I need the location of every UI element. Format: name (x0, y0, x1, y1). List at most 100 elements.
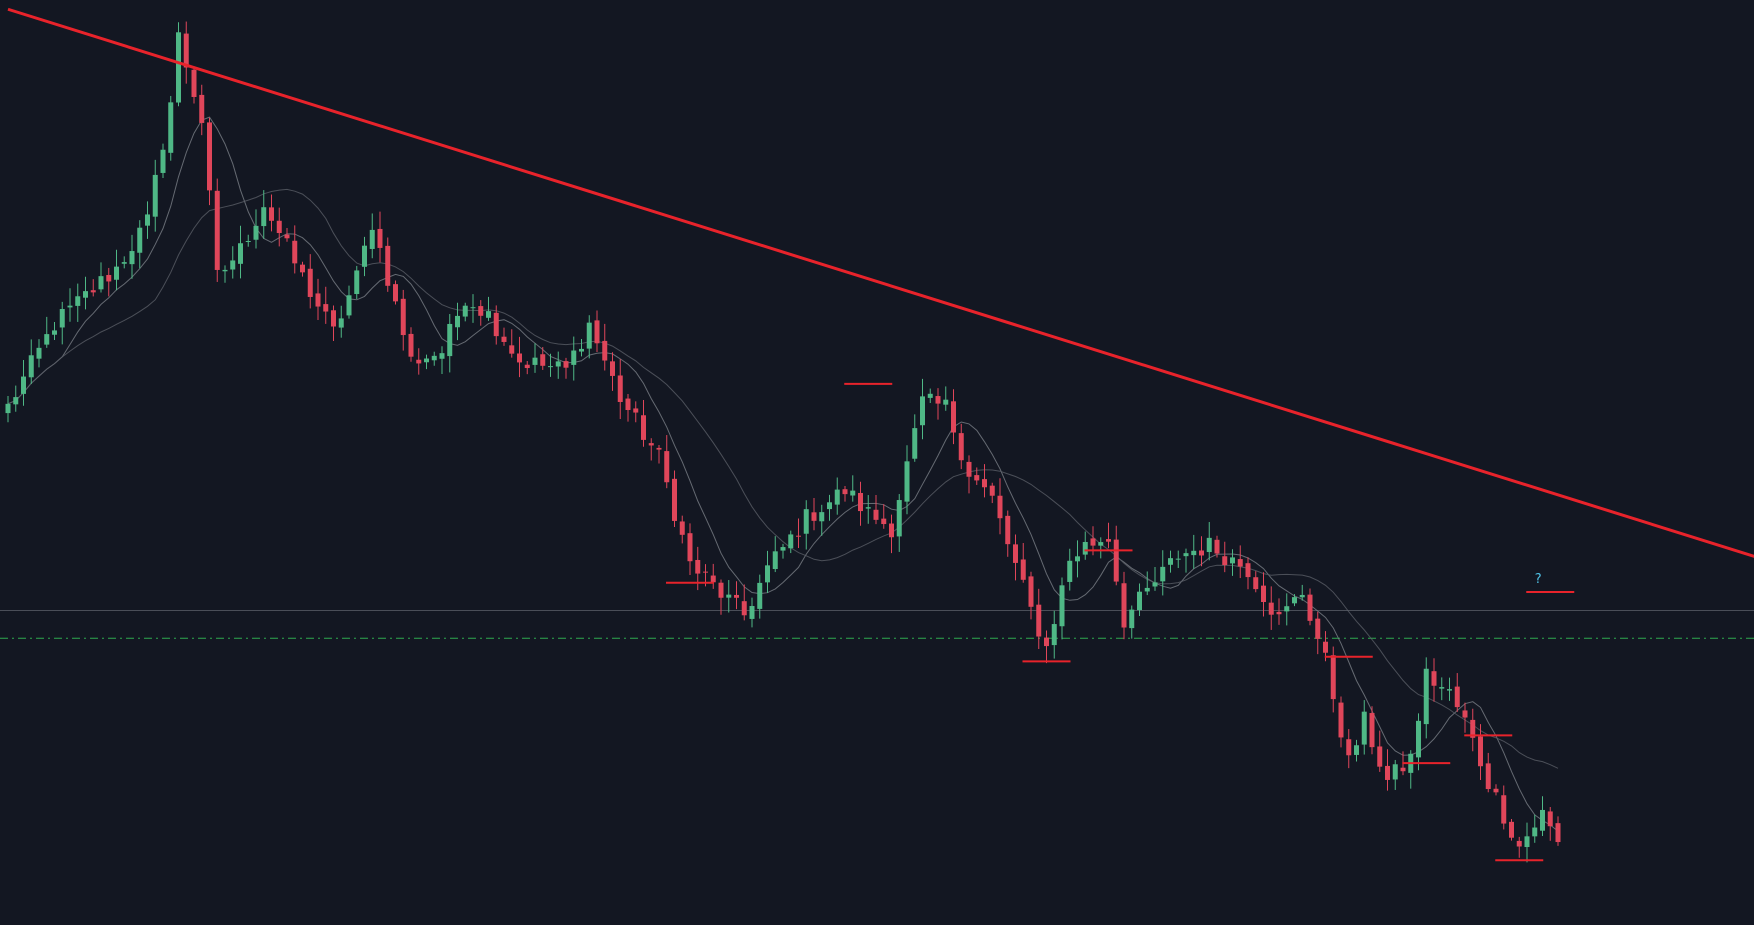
candle (532, 343, 538, 373)
candle (1106, 522, 1111, 549)
candle-body (509, 345, 515, 354)
candle-body (369, 229, 375, 249)
candle (641, 400, 646, 447)
candle-body (5, 403, 11, 414)
candle-body (338, 318, 344, 328)
candle (276, 207, 282, 247)
candle-body (1268, 602, 1274, 615)
candle (811, 498, 817, 531)
candle (1299, 584, 1305, 601)
candle-body (1462, 710, 1468, 718)
candle (493, 305, 499, 345)
candle (610, 352, 615, 391)
candle-body (292, 240, 298, 264)
candle-body (323, 304, 329, 312)
candle-body (834, 489, 840, 505)
candle-body (718, 582, 724, 598)
candle (245, 234, 251, 247)
candle-body (648, 443, 654, 446)
candle-body (424, 358, 429, 363)
candle-body (121, 262, 127, 264)
candle (1524, 822, 1530, 863)
candle (67, 288, 73, 322)
candle (1547, 807, 1553, 841)
candle-body (431, 355, 437, 361)
candle-body (842, 489, 848, 495)
candle (307, 254, 313, 309)
candle-body (974, 475, 980, 481)
candle (765, 550, 770, 594)
candle (369, 213, 375, 259)
candle (966, 455, 972, 494)
candle-body (284, 234, 290, 239)
candle-body (865, 507, 871, 509)
swing-markers-layer (666, 382, 1575, 862)
candle-body (1121, 583, 1127, 628)
candle (1493, 784, 1499, 796)
candle-body (222, 269, 228, 272)
candle (1346, 729, 1352, 769)
candle (400, 289, 406, 351)
candle (1098, 537, 1104, 559)
candle-body (478, 306, 484, 316)
candle (284, 227, 290, 242)
candle-body (617, 375, 623, 402)
candle (1144, 571, 1150, 596)
candle (168, 95, 174, 161)
candle (1082, 531, 1088, 560)
candle-body (1152, 582, 1158, 587)
candle (106, 267, 112, 297)
candle (563, 357, 569, 379)
candle-body (1377, 746, 1383, 767)
candle-body (160, 149, 166, 173)
candle (648, 438, 654, 461)
candle (230, 246, 236, 279)
candle (183, 21, 189, 84)
candle (710, 563, 716, 589)
candle-body (362, 245, 367, 267)
candle (59, 301, 65, 345)
candle-body (331, 310, 336, 327)
candle-body (1385, 765, 1390, 780)
candle (300, 261, 305, 277)
candle-body (982, 479, 987, 488)
candle (1044, 630, 1049, 664)
candle-body (625, 398, 631, 411)
candle (1509, 819, 1514, 841)
candle-body (1323, 641, 1328, 653)
candle-body (501, 336, 507, 342)
candle (1431, 658, 1437, 702)
candle (447, 314, 453, 373)
candle-body (129, 251, 135, 265)
candle (555, 351, 561, 379)
candle-body (486, 311, 491, 318)
candle-body (114, 266, 119, 280)
candle (152, 159, 158, 232)
downtrend-line (7, 7, 1754, 558)
candle-body (28, 355, 34, 378)
candle (1206, 522, 1212, 561)
candle (1416, 713, 1421, 771)
candle (1447, 677, 1452, 701)
candle (1020, 543, 1026, 583)
candle (1377, 730, 1383, 772)
candle-body (106, 274, 112, 282)
candle (408, 327, 414, 362)
candle-body (455, 315, 460, 328)
candle (439, 346, 445, 375)
candle (90, 279, 96, 297)
candle-body (1168, 558, 1173, 565)
candle (1214, 535, 1220, 558)
candle (1462, 702, 1468, 733)
candle (858, 481, 863, 526)
candle (222, 265, 228, 283)
candle-body (261, 207, 267, 227)
candle (827, 494, 832, 521)
candle-body (734, 594, 739, 598)
candle-body (1292, 597, 1297, 604)
candle (571, 336, 577, 381)
candle (1230, 549, 1235, 576)
candle (1354, 739, 1359, 762)
candle-body (548, 366, 553, 368)
